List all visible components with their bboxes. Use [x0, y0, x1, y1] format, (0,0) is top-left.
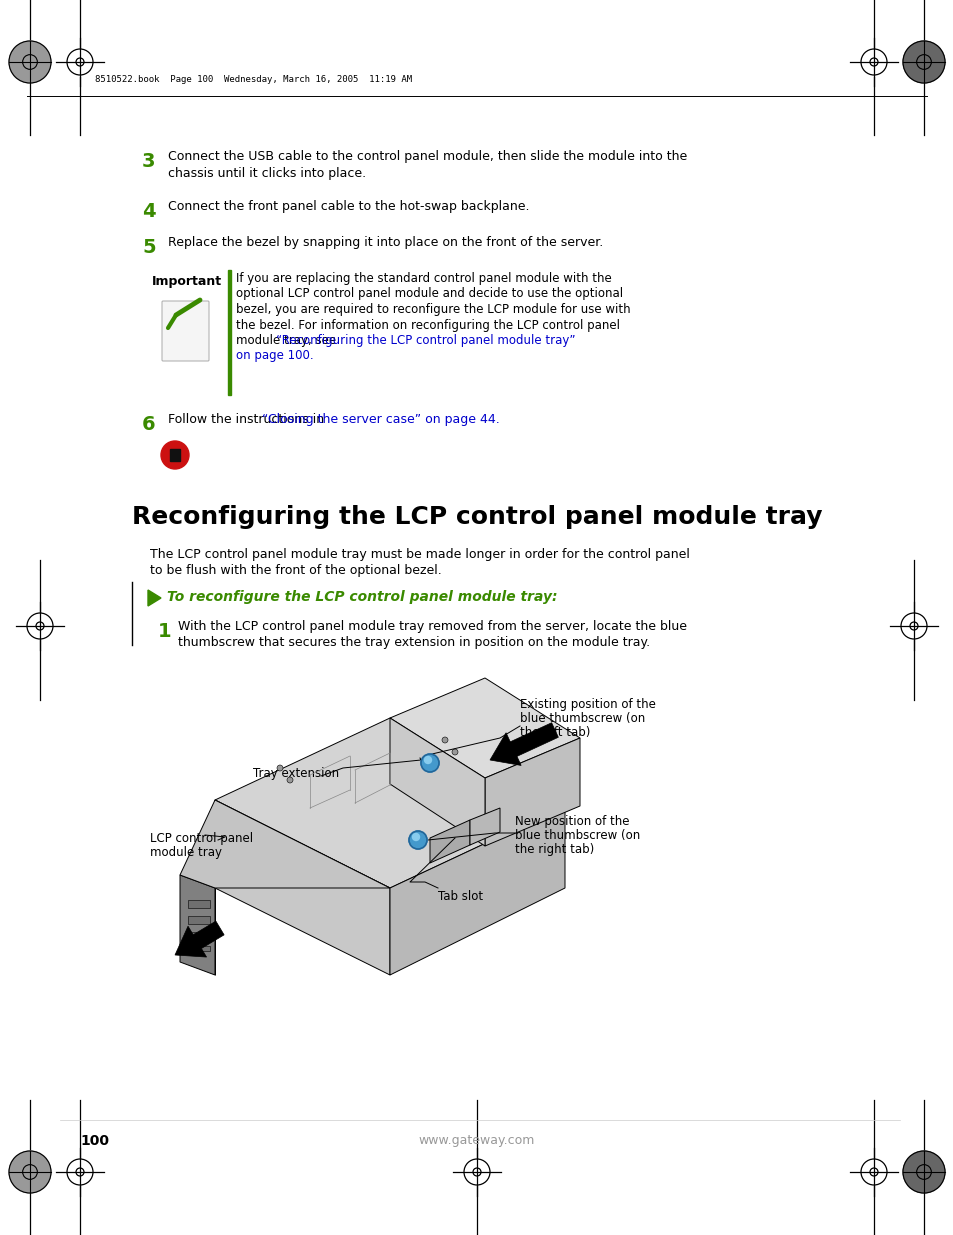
- Text: Follow the instructions in: Follow the instructions in: [168, 412, 328, 426]
- Polygon shape: [470, 808, 499, 845]
- Text: to be flush with the front of the optional bezel.: to be flush with the front of the option…: [150, 564, 441, 577]
- Text: New position of the: New position of the: [515, 815, 629, 827]
- Text: 5: 5: [142, 238, 155, 257]
- Polygon shape: [430, 820, 470, 863]
- FancyBboxPatch shape: [162, 301, 209, 361]
- Polygon shape: [214, 800, 390, 974]
- Polygon shape: [390, 806, 564, 974]
- Polygon shape: [484, 739, 579, 846]
- Text: Connect the USB cable to the control panel module, then slide the module into th: Connect the USB cable to the control pan…: [168, 149, 686, 163]
- Polygon shape: [180, 800, 390, 888]
- Text: Tray extension: Tray extension: [253, 767, 338, 781]
- Bar: [228, 270, 231, 395]
- Text: www.gateway.com: www.gateway.com: [418, 1134, 535, 1147]
- Text: 1: 1: [158, 622, 172, 641]
- Text: 100: 100: [80, 1134, 109, 1149]
- Polygon shape: [180, 876, 214, 974]
- Text: the right tab): the right tab): [515, 844, 594, 856]
- Text: 3: 3: [142, 152, 155, 170]
- Circle shape: [424, 757, 431, 763]
- Text: 8510522.book  Page 100  Wednesday, March 16, 2005  11:19 AM: 8510522.book Page 100 Wednesday, March 1…: [95, 74, 412, 84]
- Circle shape: [902, 1151, 944, 1193]
- Circle shape: [409, 831, 427, 848]
- Circle shape: [287, 777, 293, 783]
- Circle shape: [9, 1151, 51, 1193]
- Text: 6: 6: [142, 415, 155, 433]
- Polygon shape: [214, 718, 564, 888]
- Text: To reconfigure the LCP control panel module tray:: To reconfigure the LCP control panel mod…: [167, 590, 557, 604]
- Text: the bezel. For information on reconfiguring the LCP control panel: the bezel. For information on reconfigur…: [235, 319, 619, 331]
- Circle shape: [902, 41, 944, 83]
- Circle shape: [9, 41, 51, 83]
- Text: on page 100.: on page 100.: [235, 350, 314, 363]
- Circle shape: [420, 755, 438, 772]
- Polygon shape: [390, 678, 579, 778]
- Text: Reconfiguring the LCP control panel module tray: Reconfiguring the LCP control panel modu…: [132, 505, 821, 529]
- Text: chassis until it clicks into place.: chassis until it clicks into place.: [168, 167, 366, 180]
- Circle shape: [412, 834, 419, 841]
- Text: 4: 4: [142, 203, 155, 221]
- Text: “Closing the server case” on page 44.: “Closing the server case” on page 44.: [262, 412, 499, 426]
- Text: blue thumbscrew (on: blue thumbscrew (on: [519, 713, 644, 725]
- Bar: [188, 946, 210, 951]
- Bar: [188, 900, 210, 908]
- Circle shape: [452, 748, 457, 755]
- Text: module tray: module tray: [150, 846, 222, 860]
- Text: Existing position of the: Existing position of the: [519, 698, 655, 711]
- Circle shape: [441, 737, 448, 743]
- Text: optional LCP control panel module and decide to use the optional: optional LCP control panel module and de…: [235, 288, 622, 300]
- Text: If you are replacing the standard control panel module with the: If you are replacing the standard contro…: [235, 272, 611, 285]
- Bar: [188, 916, 210, 924]
- Text: LCP control panel: LCP control panel: [150, 832, 253, 845]
- Polygon shape: [148, 590, 161, 606]
- Bar: [188, 932, 195, 940]
- Text: “Reconfiguring the LCP control panel module tray”: “Reconfiguring the LCP control panel mod…: [275, 333, 575, 347]
- Text: The LCP control panel module tray must be made longer in order for the control p: The LCP control panel module tray must b…: [150, 548, 689, 561]
- Text: Tab slot: Tab slot: [437, 890, 482, 903]
- Text: thumbscrew that secures the tray extension in position on the module tray.: thumbscrew that secures the tray extensi…: [178, 636, 649, 650]
- Polygon shape: [174, 921, 224, 957]
- Text: Replace the bezel by snapping it into place on the front of the server.: Replace the bezel by snapping it into pl…: [168, 236, 602, 249]
- Text: blue thumbscrew (on: blue thumbscrew (on: [515, 829, 639, 842]
- Text: bezel, you are required to reconfigure the LCP module for use with: bezel, you are required to reconfigure t…: [235, 303, 630, 316]
- Circle shape: [161, 441, 189, 469]
- Text: Important: Important: [152, 275, 222, 288]
- Text: module tray, see: module tray, see: [235, 333, 339, 347]
- Text: With the LCP control panel module tray removed from the server, locate the blue: With the LCP control panel module tray r…: [178, 620, 686, 634]
- Polygon shape: [390, 718, 484, 846]
- Circle shape: [276, 764, 283, 771]
- Text: the left tab): the left tab): [519, 726, 590, 739]
- Bar: [170, 450, 180, 461]
- Polygon shape: [490, 722, 558, 766]
- Text: Connect the front panel cable to the hot-swap backplane.: Connect the front panel cable to the hot…: [168, 200, 529, 212]
